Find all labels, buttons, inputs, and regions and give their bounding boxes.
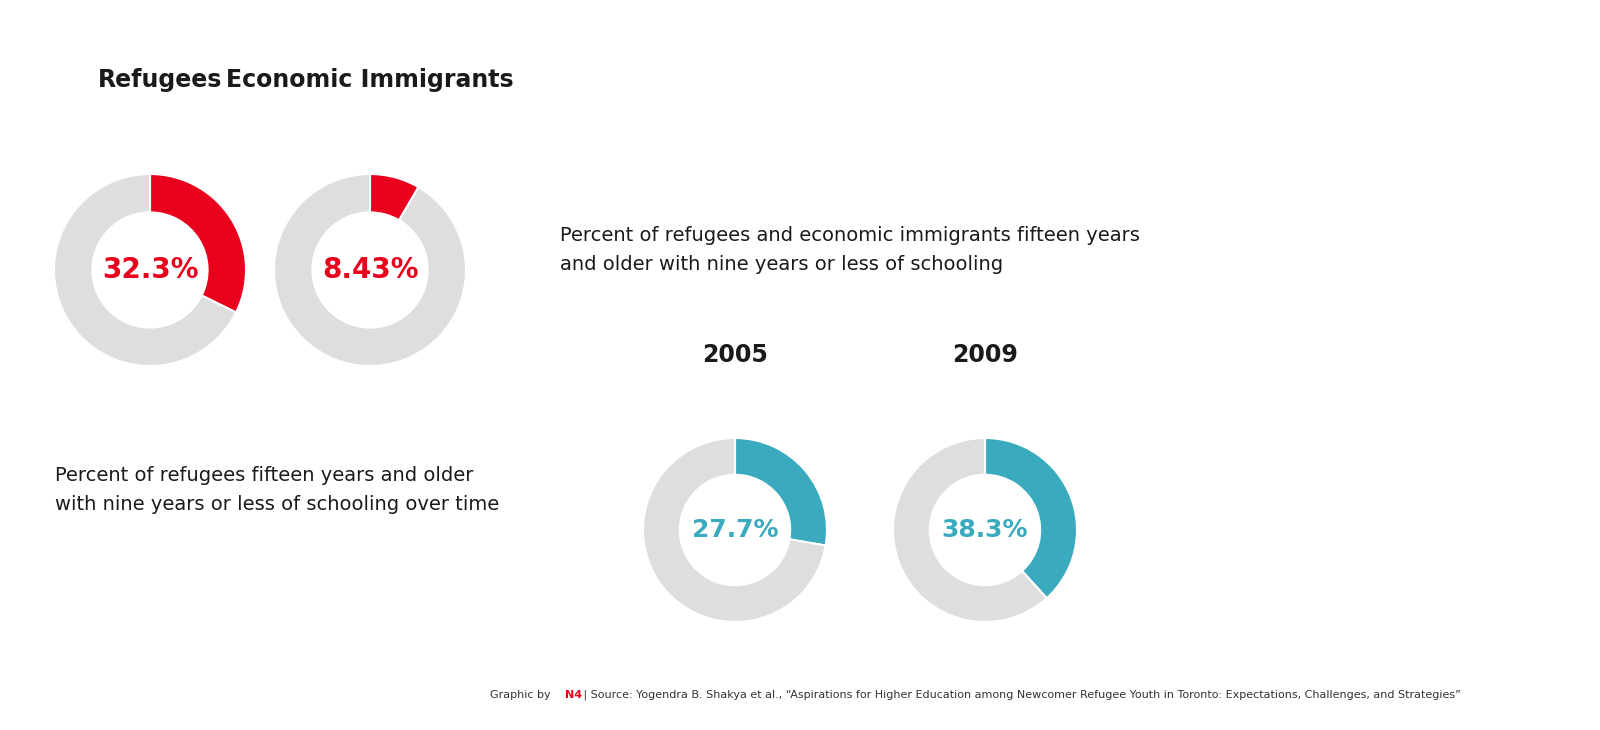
Text: Percent of refugees fifteen years and older
with nine years or less of schooling: Percent of refugees fifteen years and ol… xyxy=(54,466,499,514)
Text: N4: N4 xyxy=(565,690,582,700)
Wedge shape xyxy=(274,174,466,366)
Wedge shape xyxy=(893,438,1046,622)
Text: Economic Immigrants: Economic Immigrants xyxy=(226,68,514,92)
Wedge shape xyxy=(150,174,246,312)
Wedge shape xyxy=(643,438,826,622)
Wedge shape xyxy=(734,438,827,545)
Text: 2005: 2005 xyxy=(702,343,768,367)
Text: 38.3%: 38.3% xyxy=(942,518,1029,542)
Text: | Source: Yogendra B. Shakya et al., “Aspirations for Higher Education among New: | Source: Yogendra B. Shakya et al., “As… xyxy=(579,690,1461,700)
Text: Refugees: Refugees xyxy=(98,68,222,92)
Text: 32.3%: 32.3% xyxy=(102,256,198,284)
Text: 27.7%: 27.7% xyxy=(691,518,778,542)
Wedge shape xyxy=(986,438,1077,599)
Text: 8.43%: 8.43% xyxy=(322,256,418,284)
Wedge shape xyxy=(370,174,419,220)
Text: Percent of refugees and economic immigrants fifteen years
and older with nine ye: Percent of refugees and economic immigra… xyxy=(560,226,1139,274)
Text: 2009: 2009 xyxy=(952,343,1018,367)
Text: Graphic by: Graphic by xyxy=(490,690,554,700)
Wedge shape xyxy=(54,174,237,366)
